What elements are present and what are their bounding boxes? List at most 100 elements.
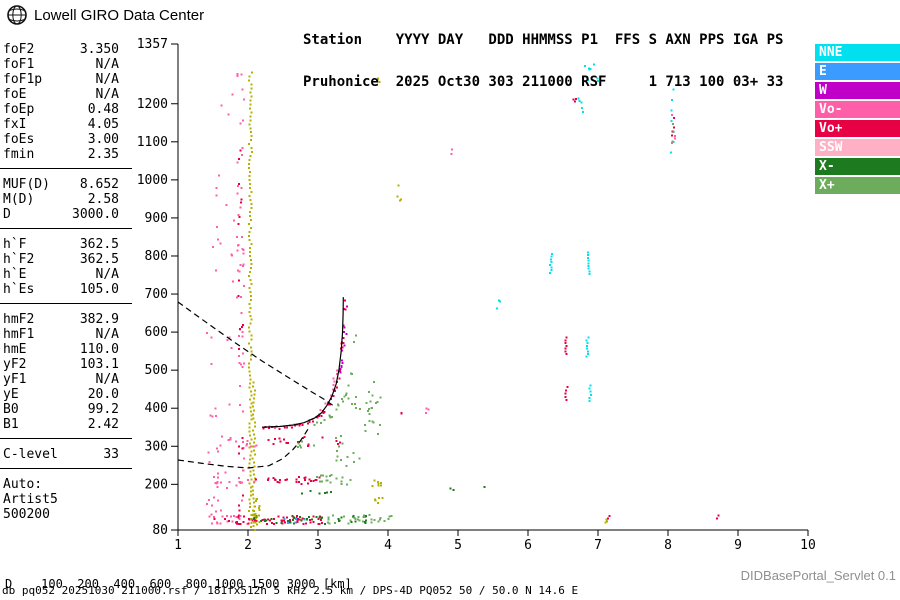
y-tick-label: 1200 xyxy=(137,97,168,112)
muf-table: D 100 200 400 600 800 1000 1500 3000 [km… xyxy=(5,549,359,600)
cluster-olive-top xyxy=(376,77,381,83)
legend-item-vo-: Vo- xyxy=(815,101,900,118)
cluster-pink-top-mid xyxy=(450,148,454,156)
y-tick-label: 80 xyxy=(152,523,168,538)
cluster-strip8-red xyxy=(671,117,676,137)
param-hf: h`F 362.5 xyxy=(3,237,119,252)
param-foes: foEs 3.00 xyxy=(3,132,119,147)
x-tick-label: 7 xyxy=(594,538,602,553)
param-b0: B0 99.2 xyxy=(3,402,119,417)
y-tick-label: 600 xyxy=(145,325,168,340)
cluster-bar-cyan-560 xyxy=(585,336,590,358)
cluster-cyan-top xyxy=(584,63,599,83)
y-tick-label: 300 xyxy=(145,439,168,454)
param-ye: yE 20.0 xyxy=(3,387,119,402)
y-tick-label: 200 xyxy=(145,477,168,492)
cluster-multiple3-pink xyxy=(227,436,258,448)
param-artist5: Artist5 xyxy=(3,492,58,507)
param-yf1: yF1 N/A xyxy=(3,372,119,387)
cluster-strip8-pink xyxy=(671,114,677,144)
legend-item-e: E xyxy=(815,63,900,80)
cluster-cyan-mid xyxy=(496,299,501,310)
cluster-pink-column xyxy=(235,72,245,518)
cluster-bar-cyan-440 xyxy=(588,384,593,402)
x-tick-label: 2 xyxy=(244,538,252,553)
param-group-2: h`F 362.5 h`F2 362.5 h`E N/A h`Es 105.0 xyxy=(0,235,132,304)
legend-item-nne: NNE xyxy=(815,44,900,61)
cluster-multiple2-red xyxy=(255,475,321,486)
cluster-multiple2-green xyxy=(316,473,338,484)
param-hme: hmE 110.0 xyxy=(3,342,119,357)
legend-item-ssw: SSW xyxy=(815,139,900,156)
legend-item-x-: X- xyxy=(815,158,900,175)
x-tick-label: 6 xyxy=(524,538,532,553)
param-fof1: foF1 N/A xyxy=(3,57,119,72)
x-tick-label: 10 xyxy=(800,538,816,553)
param-group-4: C-level 33 xyxy=(0,445,132,469)
servlet-version-label: DIDBasePortal_Servlet 0.1 xyxy=(740,568,896,583)
param-group-1: MUF(D) 8.652 M(D) 2.58 D 3000.0 xyxy=(0,175,132,229)
param-group-5: Auto: Artist5 500200 xyxy=(0,475,132,528)
cluster-es-blue xyxy=(283,518,306,524)
cluster-f-trace-xmode-green xyxy=(313,334,357,426)
cluster-olive-mid xyxy=(396,184,402,202)
cluster-left-pink-high xyxy=(212,93,235,283)
param-hes: h`Es 105.0 xyxy=(3,282,119,297)
station-header-values: Pruhonice 2025 Oct30 303 211000 RSF 1 71… xyxy=(303,74,784,90)
cluster-darkgreen-single-a xyxy=(449,487,455,492)
cluster-multiple3-green xyxy=(296,435,344,449)
cluster-es-blob-olive xyxy=(252,498,261,526)
curve-f-trace xyxy=(261,297,344,428)
globe-icon xyxy=(7,5,27,25)
y-tick-label: 1100 xyxy=(137,135,168,150)
param-foe: foE N/A xyxy=(3,87,119,102)
cluster-bar-cyan-800a xyxy=(549,252,554,274)
y-tick-label: 1357 xyxy=(137,37,168,52)
x-tick-label: 9 xyxy=(734,538,742,553)
y-tick-label: 700 xyxy=(145,287,168,302)
cluster-f-trace-magenta xyxy=(339,305,348,374)
cluster-cyan-top-2 xyxy=(577,97,584,113)
cluster-bar-red-560 xyxy=(564,336,568,355)
cluster-pink-mid xyxy=(425,407,430,414)
cluster-multiple2-darkgreen xyxy=(300,490,332,495)
legend-item-x+: X+ xyxy=(815,177,900,194)
param-foep: foEp 0.48 xyxy=(3,102,119,117)
param-group-3: hmF2 382.9 hmF1 N/A hmE 110.0 yF2 103.1 yF1 N/A yE… xyxy=(0,310,132,439)
param-he: h`E N/A xyxy=(3,267,119,282)
cluster-multiple2-pink xyxy=(213,476,256,485)
x-tick-label: 4 xyxy=(384,538,392,553)
y-tick-label: 400 xyxy=(145,401,168,416)
x-tick-label: 8 xyxy=(664,538,672,553)
cluster-olive-blob xyxy=(371,479,384,504)
y-tick-label: 800 xyxy=(145,249,168,264)
cluster-green-wing xyxy=(347,381,382,436)
cluster-es-far-red xyxy=(607,515,611,520)
legend-item-w: W xyxy=(815,82,900,99)
curve-muf-transmission xyxy=(177,301,336,408)
cluster-interference-column-a xyxy=(248,71,253,529)
param-group-0: foF2 3.350 foF1 N/A foF1p N/A foE N/A foEp 0.48 fx… xyxy=(0,40,132,169)
x-tick-label: 3 xyxy=(314,538,322,553)
cluster-left-pink-low xyxy=(206,332,233,512)
station-header-columns: Station YYYY DAY DDD HHMMSS P1 FFS S AXN… xyxy=(303,32,784,48)
param-fof1p: foF1p N/A xyxy=(3,72,119,87)
param-hf2: h`F2 362.5 xyxy=(3,252,119,267)
x-tick-label: 1 xyxy=(174,538,182,553)
cluster-red-top xyxy=(572,97,577,103)
cluster-es-far-olive xyxy=(604,518,609,524)
brand: Lowell GIRO Data Center xyxy=(6,4,204,26)
y-tick-label: 500 xyxy=(145,363,168,378)
param-md: M(D) 2.58 xyxy=(3,192,119,207)
cluster-red-mid xyxy=(400,412,403,415)
polarization-legend: NNE E W Vo- Vo+ SSW X- X+ xyxy=(815,44,900,196)
param-b1: B1 2.42 xyxy=(3,417,119,432)
y-tick-label: 900 xyxy=(145,211,168,226)
param-fof2: foF2 3.350 xyxy=(3,42,119,57)
muf-table-distance-row: D 100 200 400 600 800 1000 1500 3000 [km… xyxy=(5,577,352,591)
param-500200: 500200 xyxy=(3,507,50,522)
cluster-green-low xyxy=(335,450,361,486)
param-yf2: yF2 103.1 xyxy=(3,357,119,372)
param-hmf1: hmF1 N/A xyxy=(3,327,119,342)
